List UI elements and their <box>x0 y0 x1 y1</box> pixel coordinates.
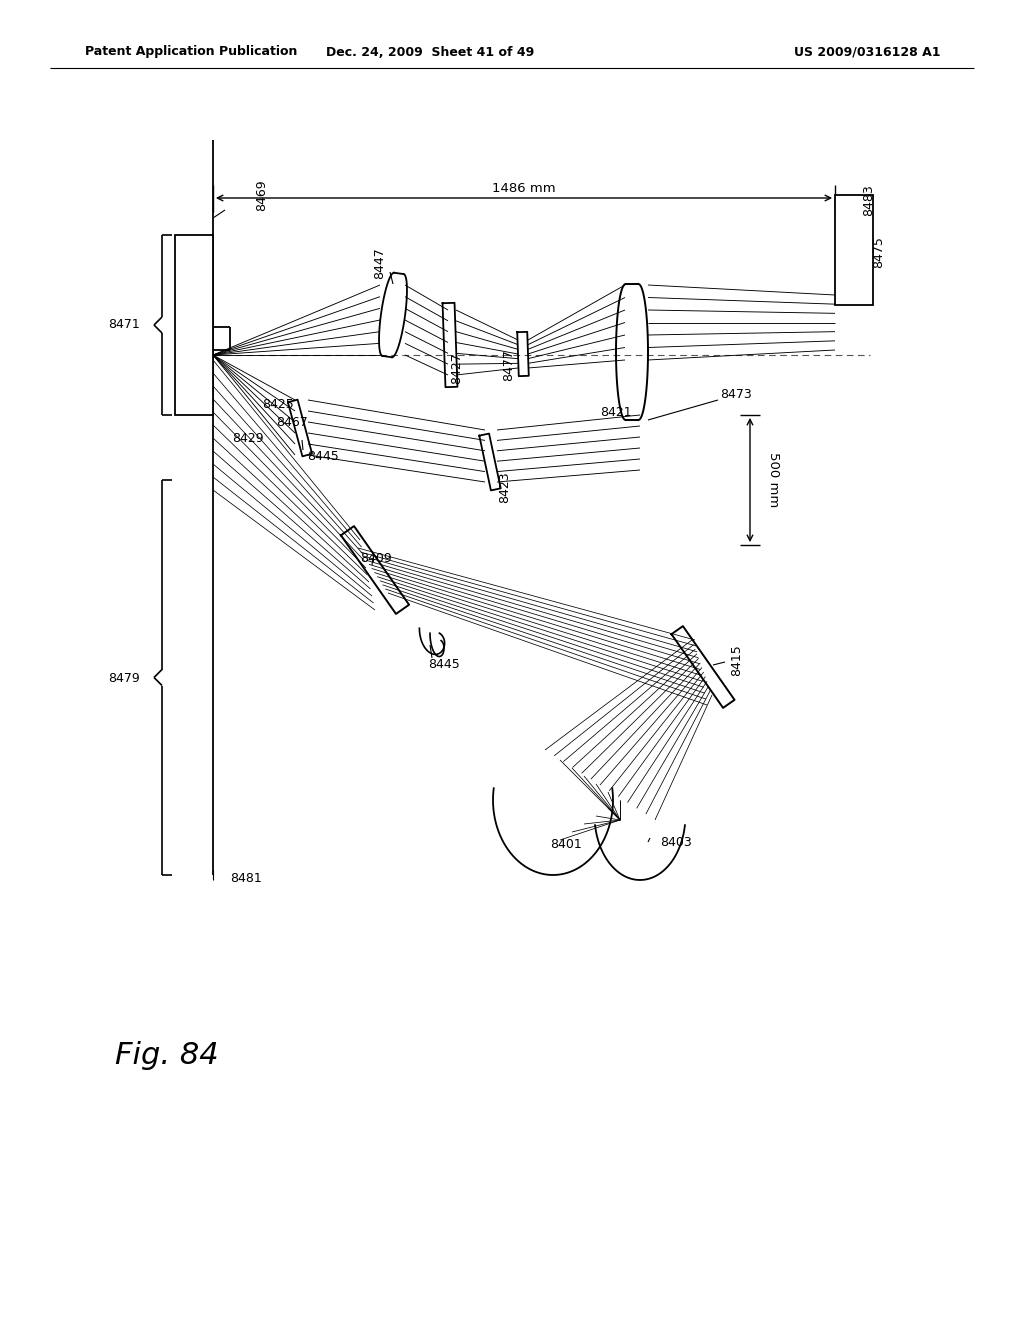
Text: 8445: 8445 <box>307 450 339 462</box>
Text: 500 mm: 500 mm <box>767 453 779 508</box>
Text: 8483: 8483 <box>862 183 874 216</box>
Text: 8475: 8475 <box>872 236 885 268</box>
Text: 8423: 8423 <box>498 471 511 503</box>
Text: 8401: 8401 <box>550 838 582 851</box>
Text: 8447: 8447 <box>374 247 386 279</box>
Text: Dec. 24, 2009  Sheet 41 of 49: Dec. 24, 2009 Sheet 41 of 49 <box>326 45 535 58</box>
Text: 8429: 8429 <box>232 432 263 445</box>
Text: 8469: 8469 <box>255 180 268 211</box>
Text: 8481: 8481 <box>230 871 262 884</box>
Text: 8471: 8471 <box>109 318 140 331</box>
Text: US 2009/0316128 A1: US 2009/0316128 A1 <box>794 45 940 58</box>
Text: Patent Application Publication: Patent Application Publication <box>85 45 297 58</box>
Text: 8409: 8409 <box>360 552 392 565</box>
Text: 8427: 8427 <box>450 352 463 384</box>
Text: 8445: 8445 <box>428 659 460 672</box>
Text: 8473: 8473 <box>720 388 752 401</box>
Bar <box>175 235 213 414</box>
Text: 8415: 8415 <box>730 644 743 676</box>
Text: 8425: 8425 <box>262 399 294 412</box>
Text: 8403: 8403 <box>660 837 692 850</box>
Text: 8421: 8421 <box>600 405 632 418</box>
Bar <box>835 195 873 305</box>
Text: 1486 mm: 1486 mm <box>493 181 556 194</box>
Text: 8467: 8467 <box>276 416 308 429</box>
Text: 8479: 8479 <box>109 672 140 685</box>
Text: 8477: 8477 <box>502 348 515 381</box>
Text: Fig. 84: Fig. 84 <box>115 1040 219 1069</box>
